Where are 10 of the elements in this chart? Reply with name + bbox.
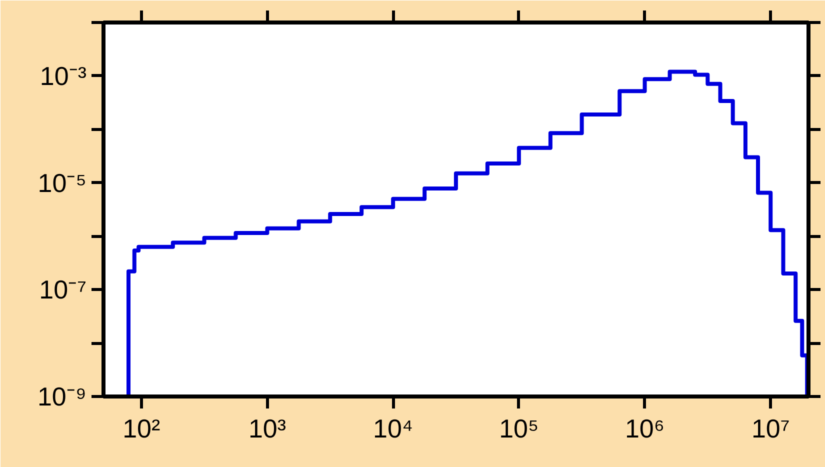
- x-tick-label: 10⁴: [373, 414, 414, 444]
- y-tick-label: 10⁻⁷: [39, 274, 86, 305]
- x-tick-label: 10²: [122, 414, 161, 444]
- x-tick-label: 10³: [248, 414, 286, 444]
- x-tick-label: 10⁵: [499, 414, 539, 444]
- y-tick-label: 10⁻³: [40, 60, 87, 91]
- x-tick-label: 10⁷: [751, 414, 790, 444]
- y-tick-label: 10⁻⁵: [38, 168, 87, 198]
- x-tick-label: 10⁶: [624, 414, 665, 444]
- y-tick-label: 10⁻⁹: [37, 382, 87, 412]
